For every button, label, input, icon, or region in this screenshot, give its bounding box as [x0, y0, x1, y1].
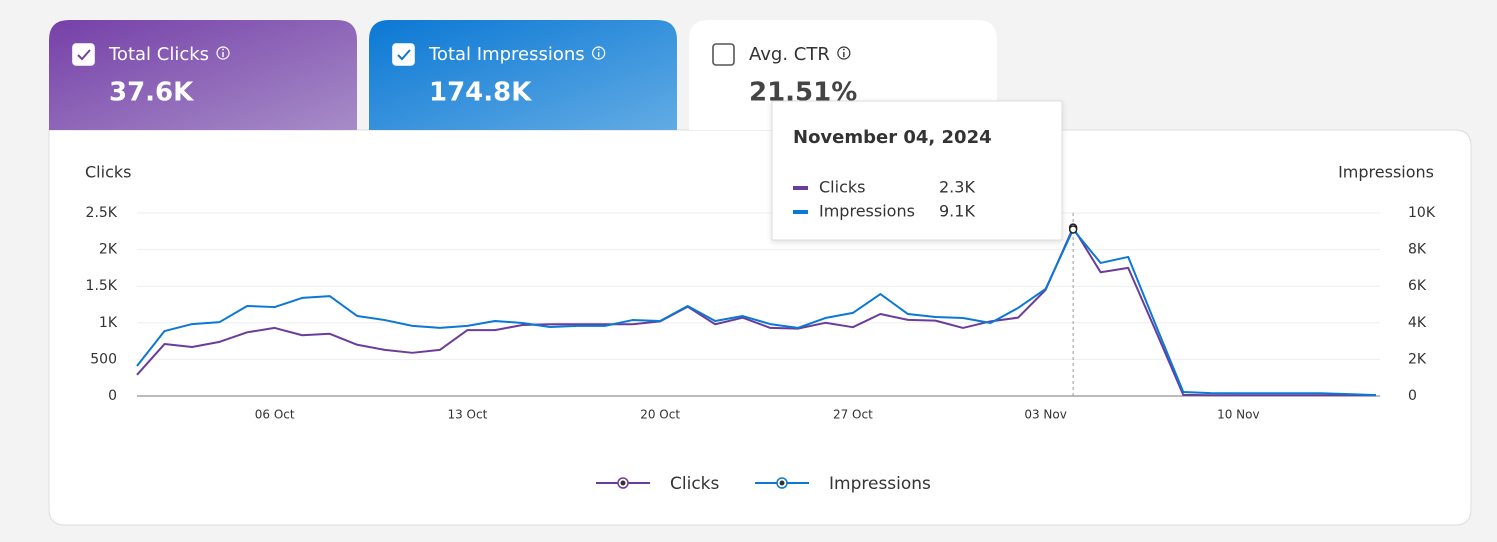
x-tick-label: 03 Nov	[1024, 408, 1067, 422]
y-tick-label: 1K	[99, 315, 118, 331]
chart: Clicks Impressions 0 500 1K 1.5K 2K 2.5K 0 2K 4K 6K…	[85, 163, 1436, 495]
info-icon	[216, 46, 230, 60]
checkbox[interactable]	[712, 43, 735, 66]
card-label: Total Clicks	[108, 44, 209, 65]
tooltip-title: November 04, 2024	[793, 127, 992, 148]
series-line	[136, 228, 1377, 397]
checkbox[interactable]	[392, 43, 415, 66]
tooltip-value: 2.3K	[939, 178, 975, 197]
tooltip: November 04, 2024 Clicks 2.3K Impressions 9.…	[771, 100, 1063, 241]
card-value: 174.8K	[429, 78, 532, 108]
y2-tick-label: 2K	[1408, 351, 1427, 367]
info-icon-dot	[597, 48, 600, 51]
x-tick-label: 10 Nov	[1217, 408, 1260, 422]
info-icon	[592, 46, 606, 60]
chart-panel	[48, 129, 1472, 526]
series-line	[136, 226, 1376, 397]
x-tick-label: 06 Oct	[255, 408, 295, 422]
legend-item[interactable]: Impressions	[755, 474, 931, 494]
x-tick-label: 20 Oct	[640, 408, 680, 422]
checkmark	[397, 49, 411, 61]
checkbox[interactable]	[72, 43, 95, 66]
y2-tick-label: 10K	[1408, 205, 1436, 221]
checkmark	[77, 49, 91, 61]
x-tick-label: 27 Oct	[833, 408, 873, 422]
card-background	[369, 20, 677, 130]
legend-item[interactable]: Clicks	[596, 474, 720, 494]
y2-tick-label: 8K	[1408, 242, 1427, 258]
info-icon	[837, 46, 851, 60]
y-tick-label: 0	[108, 388, 117, 404]
tooltip-box	[771, 100, 1063, 241]
y2-tick-label: 0	[1408, 388, 1417, 404]
y2-tick-label: 4K	[1408, 315, 1427, 331]
y-tick-label: 1.5K	[86, 278, 118, 294]
card-label: Total Impressions	[428, 44, 585, 65]
tooltip-value: 9.1K	[939, 202, 975, 221]
card-background	[49, 20, 357, 130]
legend-label: Impressions	[829, 474, 931, 494]
legend-marker-dot	[779, 480, 785, 486]
card-label: Avg. CTR	[749, 44, 830, 65]
y-tick-label: 2.5K	[86, 205, 118, 221]
tooltip-series: Impressions	[819, 202, 915, 221]
y2-tick-label: 6K	[1408, 278, 1427, 294]
y-tick-label: 500	[90, 351, 117, 367]
y-tick-label: 2K	[99, 242, 118, 258]
metric-card[interactable]: Total Clicks 37.6K	[49, 20, 357, 130]
legend-label: Clicks	[670, 474, 720, 494]
y2-axis-title: Impressions	[1338, 163, 1434, 182]
y-axis-title: Clicks	[85, 163, 131, 182]
metric-card[interactable]: Total Impressions 174.8K	[369, 20, 677, 130]
x-tick-label: 13 Oct	[447, 408, 487, 422]
card-value: 37.6K	[109, 78, 194, 108]
hover-point	[1068, 225, 1078, 234]
info-icon-dot	[842, 48, 845, 51]
tooltip-series: Clicks	[819, 178, 865, 197]
legend-marker-dot	[620, 480, 626, 486]
info-icon-dot	[222, 48, 224, 51]
